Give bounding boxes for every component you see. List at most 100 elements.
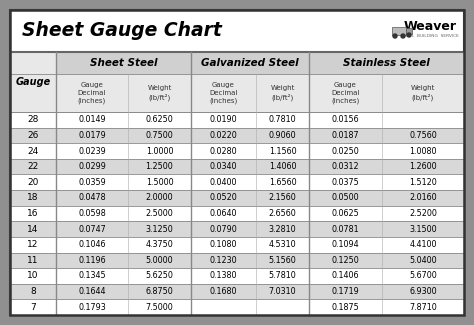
Text: 4.4100: 4.4100 <box>409 240 437 249</box>
Bar <box>10 52 56 315</box>
Text: 0.0781: 0.0781 <box>332 225 359 234</box>
Bar <box>309 52 464 74</box>
Text: 5.0000: 5.0000 <box>146 256 173 265</box>
Text: 7.0310: 7.0310 <box>269 287 296 296</box>
Text: 10: 10 <box>27 271 39 280</box>
Text: 0.0359: 0.0359 <box>78 178 106 187</box>
Text: 0.0400: 0.0400 <box>210 178 237 187</box>
Bar <box>10 175 191 190</box>
Bar <box>392 27 406 35</box>
Text: 0.1230: 0.1230 <box>210 256 237 265</box>
Bar <box>10 128 191 143</box>
Bar <box>309 112 464 128</box>
Text: 0.1250: 0.1250 <box>332 256 359 265</box>
Text: 4.5310: 4.5310 <box>269 240 296 249</box>
Bar <box>191 237 309 253</box>
Text: 28: 28 <box>27 115 39 124</box>
Bar <box>10 284 191 299</box>
Bar <box>309 237 464 253</box>
Bar <box>10 253 191 268</box>
Bar <box>191 206 309 221</box>
Text: 3.1500: 3.1500 <box>409 225 437 234</box>
Text: 1.5120: 1.5120 <box>409 178 437 187</box>
Text: 24: 24 <box>27 147 38 156</box>
Text: 7.8710: 7.8710 <box>409 303 437 312</box>
Bar <box>309 206 464 221</box>
Text: 6.9300: 6.9300 <box>409 287 437 296</box>
Bar <box>309 268 464 284</box>
Text: 7: 7 <box>30 303 36 312</box>
Bar <box>191 190 309 206</box>
Text: 14: 14 <box>27 225 39 234</box>
Text: Sheet Steel: Sheet Steel <box>90 58 157 68</box>
Bar <box>191 253 309 268</box>
Text: Stainless Steel: Stainless Steel <box>343 58 430 68</box>
Text: 0.0179: 0.0179 <box>78 131 106 140</box>
Text: 2.1560: 2.1560 <box>269 193 296 202</box>
Bar <box>10 268 191 284</box>
Text: 0.0640: 0.0640 <box>210 209 237 218</box>
Text: 26: 26 <box>27 131 39 140</box>
Bar <box>309 299 464 315</box>
Text: 3.2810: 3.2810 <box>269 225 296 234</box>
Bar <box>309 221 464 237</box>
Text: 1.2600: 1.2600 <box>409 162 437 171</box>
Text: Gauge
Decimal
(inches): Gauge Decimal (inches) <box>210 82 237 104</box>
Text: 0.0340: 0.0340 <box>210 162 237 171</box>
Text: 0.7810: 0.7810 <box>269 115 296 124</box>
Text: 0.1046: 0.1046 <box>78 240 106 249</box>
Text: 16: 16 <box>27 209 39 218</box>
Bar <box>309 143 464 159</box>
Bar <box>10 237 191 253</box>
Text: 0.0790: 0.0790 <box>210 225 237 234</box>
Bar <box>191 299 309 315</box>
Text: 2.0160: 2.0160 <box>409 193 437 202</box>
Text: 4.3750: 4.3750 <box>146 240 173 249</box>
Text: 1.6560: 1.6560 <box>269 178 296 187</box>
Text: 0.1875: 0.1875 <box>332 303 359 312</box>
Text: 0.0747: 0.0747 <box>78 225 106 234</box>
Text: 0.0187: 0.0187 <box>332 131 359 140</box>
Text: 0.6250: 0.6250 <box>146 115 173 124</box>
Text: 0.0299: 0.0299 <box>78 162 106 171</box>
Bar <box>10 112 191 128</box>
Bar <box>406 28 412 34</box>
Bar <box>191 128 309 143</box>
Bar <box>191 159 309 175</box>
Text: 0.0190: 0.0190 <box>210 115 237 124</box>
Text: 0.1380: 0.1380 <box>210 271 237 280</box>
Text: 0.1793: 0.1793 <box>78 303 106 312</box>
Text: 8: 8 <box>30 287 36 296</box>
Text: 2.5200: 2.5200 <box>409 209 437 218</box>
Text: Galvanized Steel: Galvanized Steel <box>201 58 299 68</box>
Bar <box>309 284 464 299</box>
Text: 0.0239: 0.0239 <box>78 147 106 156</box>
Text: 0.1080: 0.1080 <box>210 240 237 249</box>
Bar <box>309 74 464 112</box>
Text: 5.7810: 5.7810 <box>269 271 296 280</box>
Bar <box>191 52 309 74</box>
Text: Gauge
Decimal
(inches): Gauge Decimal (inches) <box>78 82 106 104</box>
Bar <box>309 128 464 143</box>
Text: 18: 18 <box>27 193 39 202</box>
Text: 0.0478: 0.0478 <box>78 193 106 202</box>
Text: 2.0000: 2.0000 <box>146 193 173 202</box>
Text: Sheet Gauge Chart: Sheet Gauge Chart <box>22 20 222 40</box>
Text: Gauge
Decimal
(inches): Gauge Decimal (inches) <box>331 82 360 104</box>
Bar <box>309 253 464 268</box>
Bar <box>56 52 191 74</box>
Bar <box>191 284 309 299</box>
Text: 0.0250: 0.0250 <box>332 147 359 156</box>
Bar <box>10 159 191 175</box>
Text: 0.1345: 0.1345 <box>78 271 106 280</box>
Text: 5.6700: 5.6700 <box>409 271 437 280</box>
Bar <box>10 206 191 221</box>
Text: Weight
(lb/ft²): Weight (lb/ft²) <box>270 85 295 101</box>
Text: 0.1094: 0.1094 <box>332 240 359 249</box>
Text: 7.5000: 7.5000 <box>146 303 173 312</box>
Text: 0.0220: 0.0220 <box>210 131 237 140</box>
Text: 1.0080: 1.0080 <box>409 147 437 156</box>
Text: 3.1250: 3.1250 <box>146 225 173 234</box>
Text: 0.1196: 0.1196 <box>78 256 106 265</box>
Bar <box>10 143 191 159</box>
